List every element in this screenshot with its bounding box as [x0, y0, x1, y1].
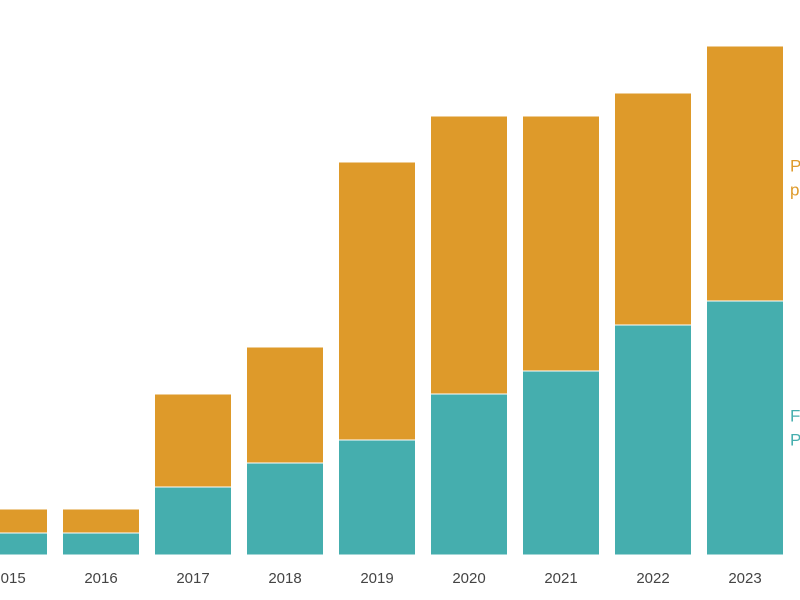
bar-segment [522, 370, 600, 556]
x-tick-label: 2018 [268, 570, 301, 587]
bar-segment [430, 115, 508, 395]
bar-segment [62, 508, 140, 534]
bar-segment [522, 115, 600, 372]
bar-segment [338, 439, 416, 556]
bar-segment [430, 393, 508, 556]
bar-segment [614, 92, 692, 326]
x-tick-label: 2023 [728, 570, 761, 587]
bar-segment [154, 486, 232, 556]
x-tick-label: 2016 [84, 570, 117, 587]
bar-segment [246, 346, 324, 464]
bar-segment [154, 393, 232, 488]
bar-segment [0, 532, 48, 556]
x-tick-label: 2019 [360, 570, 393, 587]
legend-label: F [790, 406, 800, 425]
x-tick-label: 2022 [636, 570, 669, 587]
bar-segment [706, 45, 784, 302]
x-tick-label: 2015 [0, 570, 26, 587]
x-tick-label: 2017 [176, 570, 209, 587]
bar-segment [62, 532, 140, 556]
legend-label: p [790, 180, 799, 199]
legend-label: P [790, 156, 800, 175]
bar-segment [338, 161, 416, 441]
bar-segment [706, 300, 784, 556]
bar-segment [246, 462, 324, 556]
legend-label: P [790, 430, 800, 449]
bar-segment [614, 324, 692, 556]
bar-segment [0, 508, 48, 534]
x-tick-label: 2021 [544, 570, 577, 587]
x-tick-label: 2020 [452, 570, 485, 587]
